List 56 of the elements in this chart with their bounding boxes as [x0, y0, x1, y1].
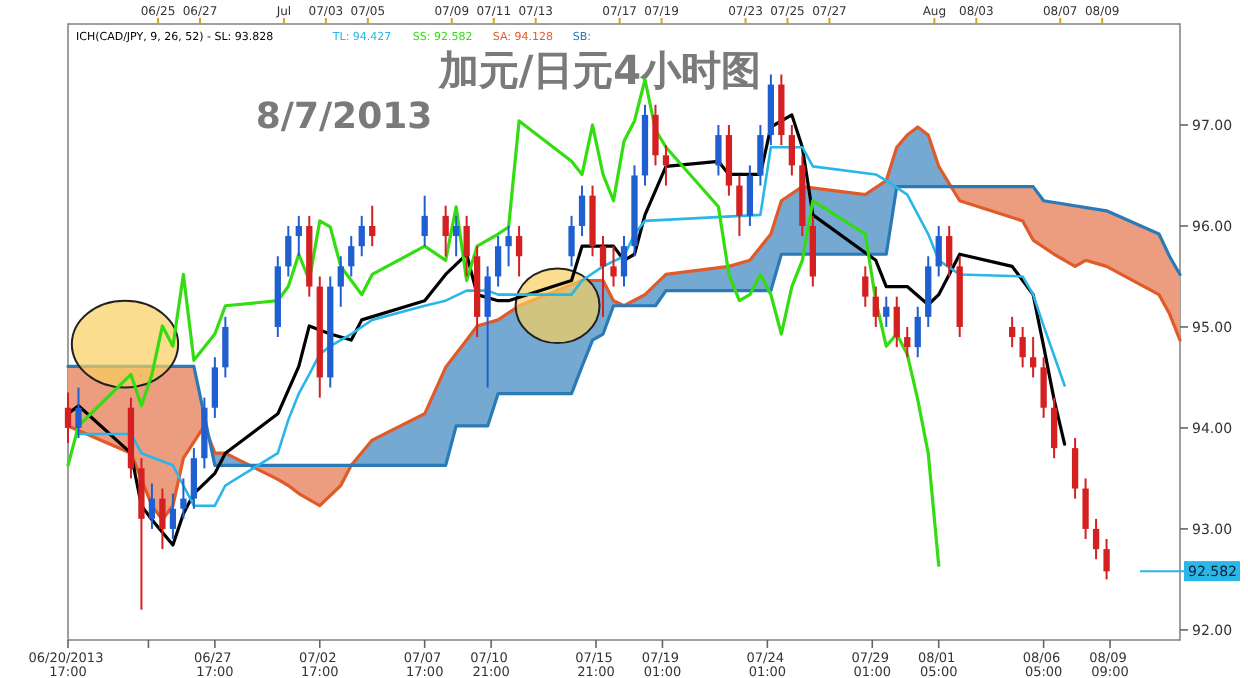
candlestick [1019, 325, 1026, 369]
candlestick [75, 386, 82, 440]
text: 加元/日元4小时图 [436, 46, 762, 94]
candlestick [862, 265, 869, 308]
candlestick [568, 214, 575, 268]
candlestick [1040, 356, 1047, 419]
candlestick [453, 214, 460, 258]
candlestick [169, 492, 177, 541]
candlestick [914, 305, 921, 359]
candlestick [148, 482, 156, 530]
candlestick [505, 224, 512, 268]
candlestick [736, 174, 743, 238]
candlestick [662, 144, 670, 187]
candlestick [421, 194, 428, 248]
candlestick [190, 447, 198, 510]
candlestick [946, 224, 953, 278]
candlestick [64, 391, 72, 445]
candlestick [159, 487, 166, 551]
candlestick [369, 204, 376, 248]
candlestick [757, 123, 764, 187]
candlestick [1092, 517, 1100, 561]
candlestick [788, 123, 795, 177]
candlestick [494, 235, 502, 288]
candlestick [1071, 437, 1079, 500]
candlestick [715, 123, 722, 177]
candlestick [1082, 477, 1089, 541]
text: 8/7/2013 [255, 96, 433, 138]
candlestick [484, 265, 491, 389]
candlestick [295, 214, 302, 258]
candlestick [652, 103, 659, 167]
candlestick [1103, 538, 1110, 581]
line-series [77, 145, 1066, 507]
candlestick [1009, 315, 1016, 349]
candlestick [515, 224, 523, 278]
line-series [66, 184, 1182, 467]
candlestick [1050, 396, 1058, 460]
candlestick [620, 235, 628, 288]
candlestick [348, 235, 355, 278]
candlestick [746, 164, 754, 227]
candlestick [211, 356, 219, 419]
candlestick [610, 245, 617, 288]
candlestick [893, 295, 900, 349]
candlestick [872, 285, 879, 328]
candlestick [935, 224, 942, 278]
candlestick [883, 295, 890, 328]
candlestick [285, 224, 292, 278]
candlestick [180, 477, 187, 520]
candlestick [442, 204, 449, 258]
candlestick [578, 184, 586, 238]
candlestick [1029, 336, 1037, 379]
candlestick [904, 325, 911, 359]
candlestick [222, 315, 229, 379]
candlestick [358, 214, 365, 258]
candlestick [463, 214, 470, 278]
candlestick [337, 255, 344, 308]
candlestick [599, 235, 607, 318]
